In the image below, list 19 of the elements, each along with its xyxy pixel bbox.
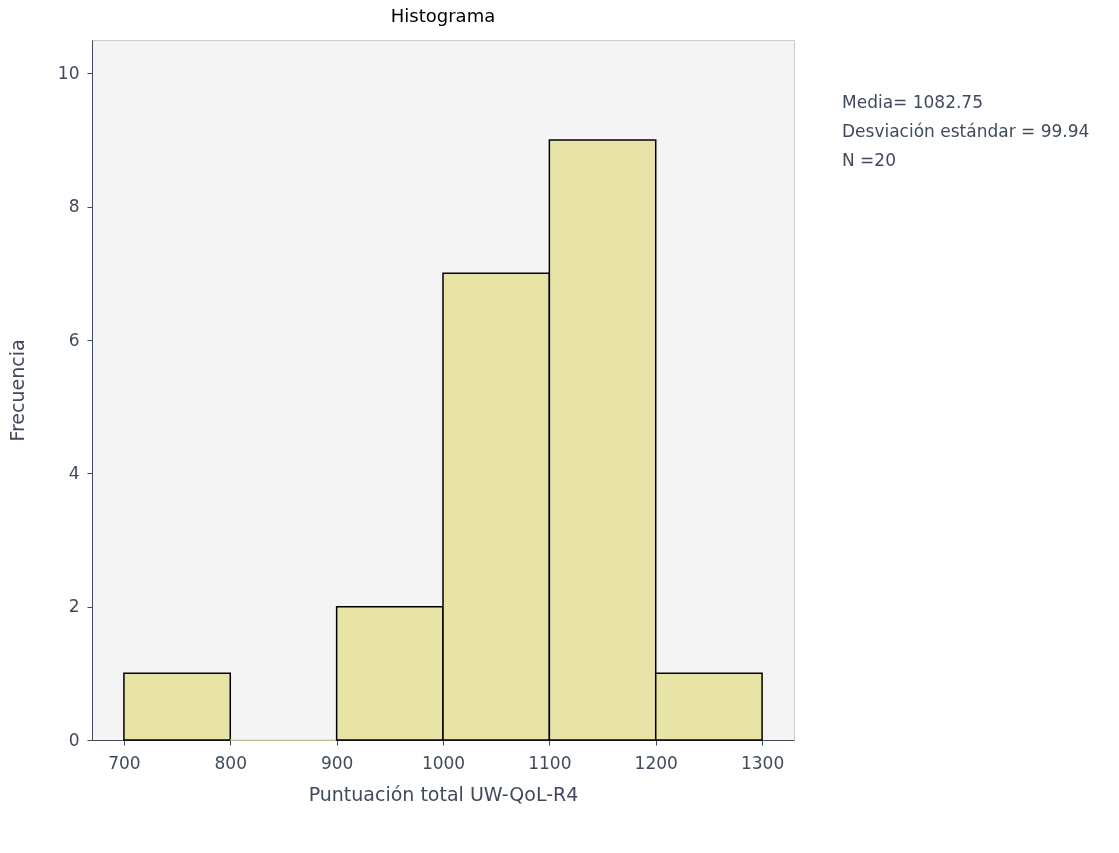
text: N =20 [842, 149, 897, 172]
y-tick-label: 2 [68, 596, 80, 617]
x-tick-label: 700 [108, 752, 141, 773]
x-tick-label: 1200 [634, 752, 678, 773]
y-tick-label: 0 [68, 729, 80, 750]
chart-title: Histograma [390, 5, 496, 26]
y-axis-title: Frecuencia [5, 339, 28, 442]
y-tick-label: 6 [68, 329, 80, 350]
x-tick-label: 800 [214, 752, 247, 773]
x-axis-title: Puntuación total UW-QoL-R4 [308, 782, 579, 805]
y-tick-label: 8 [68, 196, 80, 217]
x-tick-label: 1300 [740, 752, 785, 773]
x-tick-label: 900 [320, 752, 354, 773]
x-tick-label: 1100 [528, 752, 572, 773]
y-tick-label: 4 [68, 462, 80, 483]
y-tick-label: 10 [57, 62, 80, 83]
text: Media= 1082.75 [842, 91, 984, 114]
text: Desviación estándar = 99.94 [842, 120, 1090, 143]
x-tick-label: 1000 [421, 752, 466, 773]
